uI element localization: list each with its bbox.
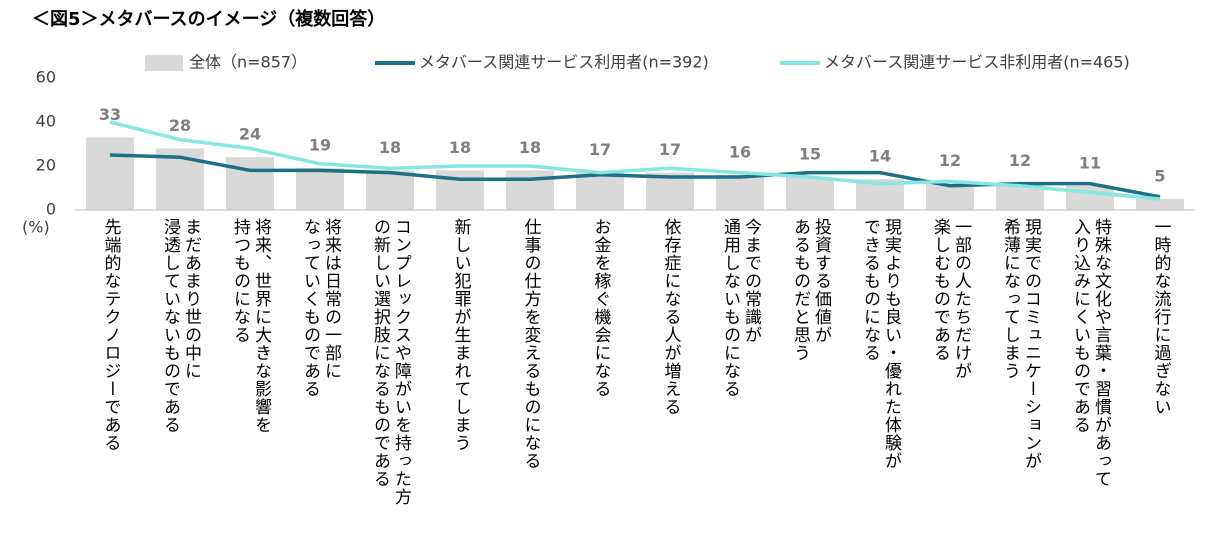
bar [646,172,694,210]
data-label: 14 [869,147,891,166]
x-tick-label: まだあまり世の中に 浸透していないものである [160,218,201,434]
bar [506,170,554,210]
y-tick-label: 60 [36,68,56,87]
x-tick-label: 先端的なテクノロジーである [100,218,121,452]
x-tick-label: 仕事の仕方を変えるものになる [520,218,541,470]
x-tick-label: 一部の人たちだけが 楽しむものである [930,218,971,380]
bar [926,183,974,210]
x-tick-label: 特殊な文化や言葉・習慣があって 入り込みにくいものである [1070,218,1111,488]
data-label: 18 [449,138,471,157]
data-label: 18 [379,138,401,157]
bar [1136,199,1184,210]
bar [86,137,134,210]
bar [366,170,414,210]
bar [296,168,344,210]
x-tick-label: 現実よりも良い・優れた体験が できるものになる [860,218,901,470]
x-tick-label: 将来、世界に大きな影響を 持つものになる [230,218,271,434]
x-tick-label: 新しい犯罪が生まれてしまう [450,218,471,452]
data-label: 19 [309,136,331,155]
data-label: 12 [939,151,961,170]
line [109,120,1161,201]
x-tick-label: 今までの常識が 通用しないものになる [720,218,761,398]
bar [786,177,834,210]
bar [576,172,624,210]
bar [226,157,274,210]
data-label: 5 [1154,167,1165,186]
data-label: 24 [239,125,261,144]
legend-label: メタバース関連サービス利用者(n=392) [419,53,709,72]
y-tick-label: 40 [36,112,56,131]
data-label: 18 [519,138,541,157]
x-tick-label: 将来は日常の一部に なっていくものである [300,218,341,398]
x-tick-label: 現実でのコミュニケーションが 希薄になってしまう [1000,218,1041,470]
legend-label: 全体（n=857） [189,53,307,72]
x-tick-label: 投資する価値が あるものだと思う [790,218,831,362]
x-tick-label: コンプレックスや障がいを持った方 の新しい選択肢になるものである [370,218,411,506]
y-tick-label: 20 [36,156,56,175]
data-label: 17 [659,140,681,159]
data-label: 17 [589,140,611,159]
data-label: 33 [99,105,121,124]
y-unit: (%) [22,218,50,237]
data-label: 12 [1009,151,1031,170]
x-tick-label: お金を稼ぐ機会になる [590,218,611,398]
data-label: 15 [799,145,821,164]
data-label: 11 [1079,153,1101,172]
legend-swatch [145,55,183,71]
y-tick-label: 0 [46,200,56,219]
bar [716,174,764,210]
chart-title: ＜図5＞メタバースのイメージ（複数回答） [32,8,385,30]
data-label: 16 [729,142,751,161]
legend-label: メタバース関連サービス非利用者(n=465) [824,53,1130,72]
data-label: 28 [169,116,191,135]
x-tick-label: 依存症になる人が増える [660,218,681,416]
x-tick-label: 一時的な流行に過ぎない [1150,218,1171,416]
